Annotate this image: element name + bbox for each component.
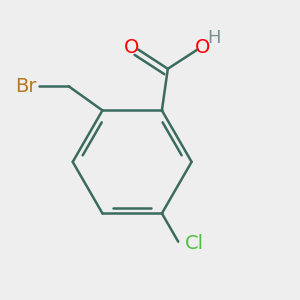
Text: H: H	[207, 29, 221, 47]
Text: Br: Br	[15, 77, 37, 96]
Text: O: O	[195, 38, 211, 58]
Text: O: O	[124, 38, 139, 58]
Text: Cl: Cl	[185, 234, 204, 253]
